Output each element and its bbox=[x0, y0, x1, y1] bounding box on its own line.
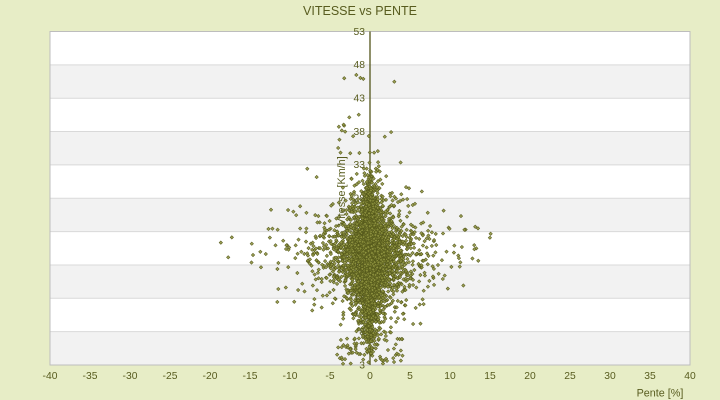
svg-text:-15: -15 bbox=[243, 371, 258, 382]
svg-text:23: 23 bbox=[354, 227, 366, 238]
svg-text:0: 0 bbox=[367, 371, 373, 382]
svg-text:33: 33 bbox=[354, 160, 366, 171]
svg-text:20: 20 bbox=[524, 371, 536, 382]
svg-text:13: 13 bbox=[354, 294, 366, 305]
svg-text:10: 10 bbox=[444, 371, 456, 382]
svg-text:35: 35 bbox=[644, 371, 656, 382]
svg-text:-25: -25 bbox=[163, 371, 178, 382]
svg-text:-35: -35 bbox=[83, 371, 98, 382]
svg-text:15: 15 bbox=[484, 371, 496, 382]
svg-text:5: 5 bbox=[407, 371, 413, 382]
svg-text:43: 43 bbox=[354, 94, 366, 105]
svg-text:38: 38 bbox=[354, 127, 366, 138]
svg-text:30: 30 bbox=[604, 371, 616, 382]
svg-text:18: 18 bbox=[354, 260, 366, 271]
svg-text:25: 25 bbox=[564, 371, 576, 382]
svg-text:-30: -30 bbox=[123, 371, 138, 382]
svg-text:3: 3 bbox=[359, 360, 365, 371]
svg-text:-20: -20 bbox=[203, 371, 218, 382]
svg-text:53: 53 bbox=[354, 27, 366, 38]
svg-text:48: 48 bbox=[354, 60, 366, 71]
svg-text:40: 40 bbox=[684, 371, 696, 382]
svg-text:Pente [%]: Pente [%] bbox=[637, 388, 684, 400]
svg-text:8: 8 bbox=[359, 327, 365, 338]
svg-text:Vitesse [Km/h]: Vitesse [Km/h] bbox=[336, 156, 348, 225]
svg-text:-10: -10 bbox=[283, 371, 298, 382]
svg-text:-40: -40 bbox=[43, 371, 58, 382]
svg-text:-5: -5 bbox=[325, 371, 334, 382]
svg-text:28: 28 bbox=[354, 194, 366, 205]
